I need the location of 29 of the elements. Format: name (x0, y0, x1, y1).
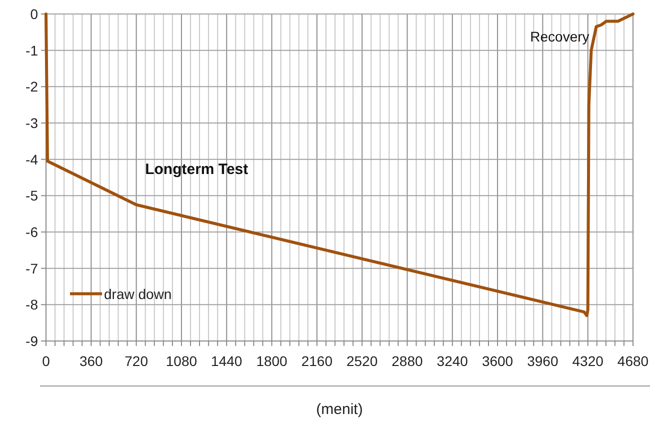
y-tick-label: -1 (26, 42, 38, 58)
x-tick-label: 2520 (346, 353, 378, 369)
x-tick-label: 1800 (256, 353, 288, 369)
y-tick-label: -2 (26, 78, 38, 95)
x-axis-title: (menit) (316, 401, 363, 418)
x-tick-label: 2880 (392, 353, 424, 369)
x-tick-label: 3240 (436, 353, 468, 369)
y-tick-label: 0 (30, 6, 38, 22)
x-tick-label: 2160 (301, 353, 333, 369)
x-tick-label: 3960 (527, 353, 558, 369)
y-tick-label: -8 (26, 296, 38, 313)
annotation: Longterm Test (145, 160, 248, 178)
y-tick-label: -6 (26, 224, 38, 240)
x-tick-label: 4680 (617, 353, 649, 369)
legend-label: draw down (104, 286, 172, 302)
y-tick-label: -7 (26, 260, 38, 276)
x-tick-label: 1440 (211, 353, 242, 369)
x-tick-label: 1080 (166, 353, 198, 369)
annotation: Recovery (530, 28, 590, 44)
y-tick-label: -9 (26, 333, 38, 349)
line-series (44, 12, 634, 318)
y-tick-label: -5 (26, 188, 38, 204)
x-tick-label: 3600 (482, 353, 514, 369)
y-tick-label: -4 (26, 151, 38, 168)
x-tick-label: 720 (124, 353, 148, 369)
x-tick-label: 0 (42, 353, 50, 369)
x-tick-label: 4320 (572, 353, 604, 369)
x-tick-label: 360 (79, 353, 104, 369)
y-tick-label: -3 (26, 115, 38, 131)
